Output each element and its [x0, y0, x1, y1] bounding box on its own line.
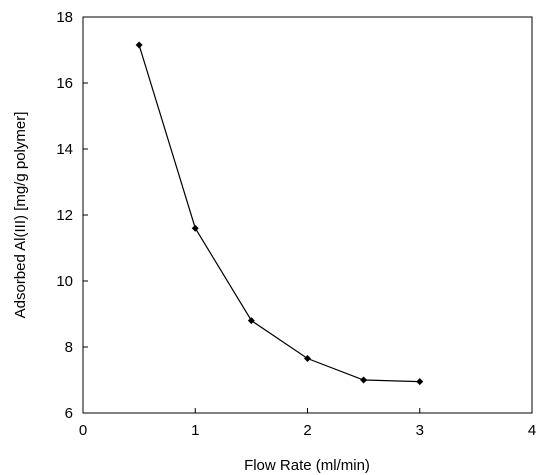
- series-layer: [135, 41, 424, 386]
- y-tick-label: 14: [56, 141, 73, 158]
- data-point-marker: [191, 224, 199, 232]
- x-tick-label: 4: [528, 422, 536, 439]
- y-axis-ticks: 6 8 10 12 14 16 18: [56, 9, 88, 422]
- plot-frame: [82, 16, 533, 414]
- y-tick-label: 18: [56, 9, 73, 26]
- data-point-marker: [304, 355, 311, 363]
- x-tick-label: 1: [191, 422, 199, 439]
- x-tick-label: 2: [303, 422, 311, 439]
- y-axis-title: Adsorbed Al(III) [mg/g polymer]: [12, 112, 29, 319]
- x-tick-label: 3: [416, 422, 424, 439]
- y-tick-label: 12: [56, 207, 73, 224]
- x-axis-ticks: 0 1 2 3 4: [79, 408, 536, 439]
- data-point-marker: [247, 317, 255, 325]
- y-tick-label: 16: [56, 75, 73, 92]
- series-line: [138, 44, 420, 383]
- y-tick-label: 10: [56, 273, 73, 290]
- data-point-marker: [135, 41, 143, 49]
- data-point-marker: [360, 376, 368, 384]
- y-tick-label: 8: [65, 339, 73, 356]
- x-axis-title: Flow Rate (ml/min): [244, 457, 370, 474]
- y-tick-label: 6: [65, 405, 73, 422]
- x-tick-label: 0: [79, 422, 87, 439]
- data-point-marker: [416, 378, 424, 386]
